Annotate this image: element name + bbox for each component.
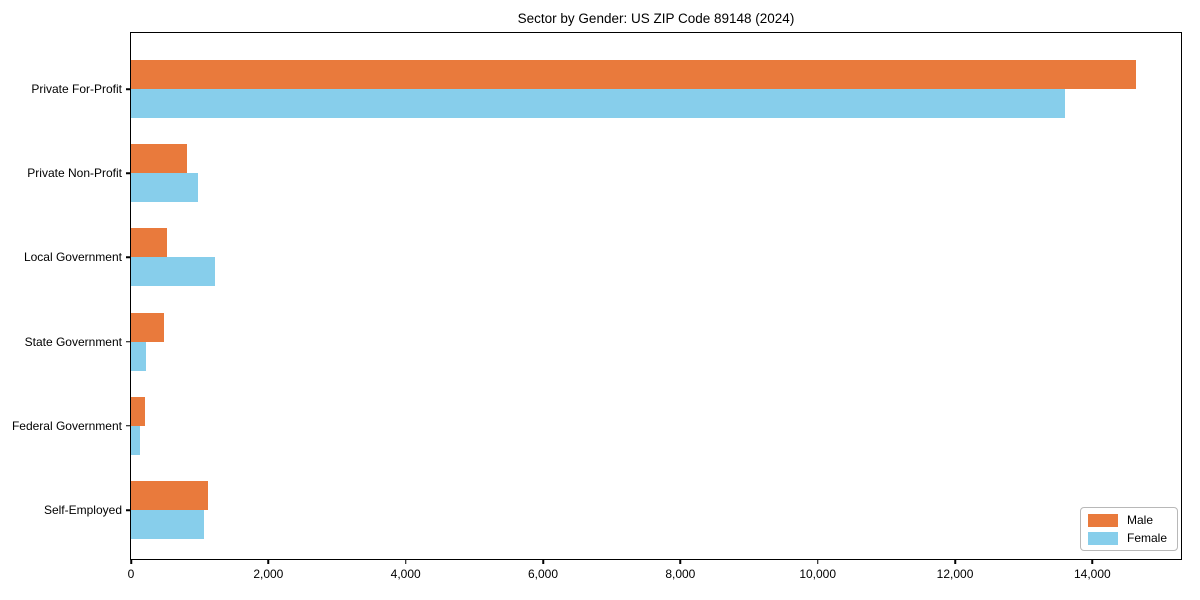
x-tick-mark (1091, 559, 1094, 564)
bar-female-private-for-profit (131, 89, 1065, 118)
y-tick-label-state-government: State Government (24, 334, 122, 349)
x-tick-label-2000: 2,000 (253, 567, 284, 581)
bar-male-state-government (131, 312, 164, 342)
x-tick-mark (679, 559, 682, 564)
bar-female-federal-government (131, 425, 141, 455)
y-tick-mark (126, 256, 131, 259)
legend: Male Female (1079, 507, 1178, 551)
chart-title: Sector by Gender: US ZIP Code 89148 (202… (517, 11, 795, 26)
bar-male-private-non-profit (131, 144, 187, 174)
y-tick-label-local-government: Local Government (23, 250, 122, 265)
bar-female-self-employed (131, 510, 204, 539)
x-tick-mark (404, 559, 407, 564)
x-tick-mark (954, 559, 956, 564)
y-tick-mark (126, 509, 131, 511)
legend-label-male: Male (1126, 513, 1153, 527)
x-tick-mark (542, 559, 544, 564)
y-tick-mark (126, 172, 131, 174)
bar-female-private-non-profit (131, 173, 199, 203)
y-tick-label-private-for-profit: Private For-Profit (31, 82, 122, 96)
x-tick-label-10000: 10,000 (799, 567, 837, 581)
x-tick-label-14000: 14,000 (1073, 567, 1111, 581)
x-tick-label-0: 0 (127, 567, 135, 581)
legend-entry-female: Female (1087, 531, 1167, 545)
legend-swatch-female (1087, 531, 1118, 545)
y-tick-label-self-employed: Self-Employed (43, 503, 122, 517)
bar-male-local-government (131, 228, 168, 258)
y-tick-mark (126, 88, 131, 90)
x-tick-mark (130, 559, 132, 564)
legend-swatch-male (1087, 513, 1118, 527)
bar-female-local-government (131, 257, 216, 287)
bar-female-state-government (131, 341, 147, 371)
x-tick-label-8000: 8,000 (665, 567, 696, 581)
bar-male-self-employed (131, 481, 209, 510)
x-tick-label-6000: 6,000 (527, 567, 559, 581)
y-tick-label-private-non-profit: Private Non-Profit (27, 166, 122, 181)
y-tick-mark (126, 340, 131, 343)
x-tick-label-12000: 12,000 (936, 567, 974, 581)
legend-entry-male: Male (1087, 513, 1167, 527)
plot-area: Private For-Profit Private Non-Profit Loca… (12, 32, 1182, 581)
bar-male-federal-government (131, 396, 145, 426)
y-tick-label-federal-government: Federal Government (11, 418, 122, 433)
y-tick-mark (126, 425, 131, 427)
x-tick-label-4000: 4,000 (390, 567, 421, 581)
bar-male-private-for-profit (131, 60, 1136, 89)
legend-label-female: Female (1126, 531, 1167, 545)
x-tick-mark (816, 559, 819, 564)
x-tick-mark (267, 559, 270, 564)
